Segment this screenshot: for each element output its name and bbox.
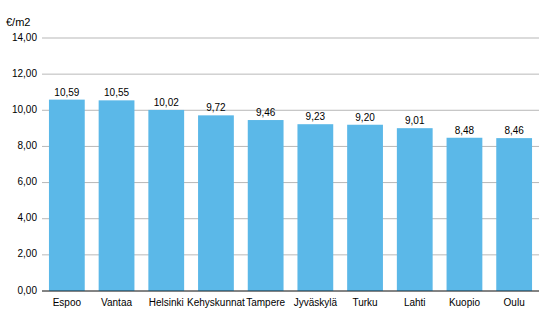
data-label: 9,23 (306, 111, 326, 122)
y-tick-label: 14,00 (12, 32, 37, 43)
x-tick-label: Espoo (53, 297, 82, 308)
y-tick-label: 6,00 (18, 176, 38, 187)
data-label: 9,01 (405, 115, 425, 126)
bar (447, 138, 483, 291)
x-tick-label: Turku (352, 297, 377, 308)
chart-container: 0,00 2,00 4,00 6,00 8,00 10,00 12,00 14,00 10,59… (0, 0, 545, 325)
data-label: 9,46 (256, 107, 276, 118)
data-label: 8,46 (504, 125, 524, 136)
y-tick-label: 8,00 (18, 140, 38, 151)
y-tick-label: 2,00 (18, 248, 38, 259)
bar (198, 115, 234, 291)
x-tick-label: Jyväskylä (294, 297, 338, 308)
x-axis-line (42, 291, 539, 292)
bar (99, 100, 135, 291)
x-tick-label: Vantaa (101, 297, 132, 308)
bar (347, 125, 383, 291)
bar (397, 128, 433, 291)
y-axis-label: €/m2 (6, 16, 30, 28)
bar (49, 100, 85, 291)
x-tick-label: Kuopio (449, 297, 481, 308)
data-label: 10,02 (154, 97, 179, 108)
data-label: 10,55 (104, 87, 129, 98)
bars (49, 100, 532, 291)
y-tick-label: 0,00 (18, 285, 38, 296)
data-label: 8,48 (455, 125, 475, 136)
x-tick-label: Lahti (404, 297, 426, 308)
y-tick-label: 12,00 (12, 68, 37, 79)
data-label: 10,59 (54, 87, 79, 98)
bar (297, 124, 333, 291)
chart: 0,00 2,00 4,00 6,00 8,00 10,00 12,00 14,00 10,59… (0, 0, 545, 325)
bar (248, 120, 284, 291)
x-tick-label: Oulu (504, 297, 525, 308)
bar (496, 138, 532, 291)
x-tick-label: Kehyskunnat (187, 297, 245, 308)
y-tick-label: 10,00 (12, 104, 37, 115)
grid-line (42, 74, 539, 75)
grid (42, 38, 539, 291)
grid-line (42, 38, 539, 39)
data-label: 9,20 (355, 112, 375, 123)
grid-line (42, 291, 539, 292)
data-label: 9,72 (206, 102, 226, 113)
bar (148, 110, 184, 291)
y-tick-label: 4,00 (18, 212, 38, 223)
x-tick-label: Tampere (246, 297, 285, 308)
x-tick-label: Helsinki (149, 297, 184, 308)
